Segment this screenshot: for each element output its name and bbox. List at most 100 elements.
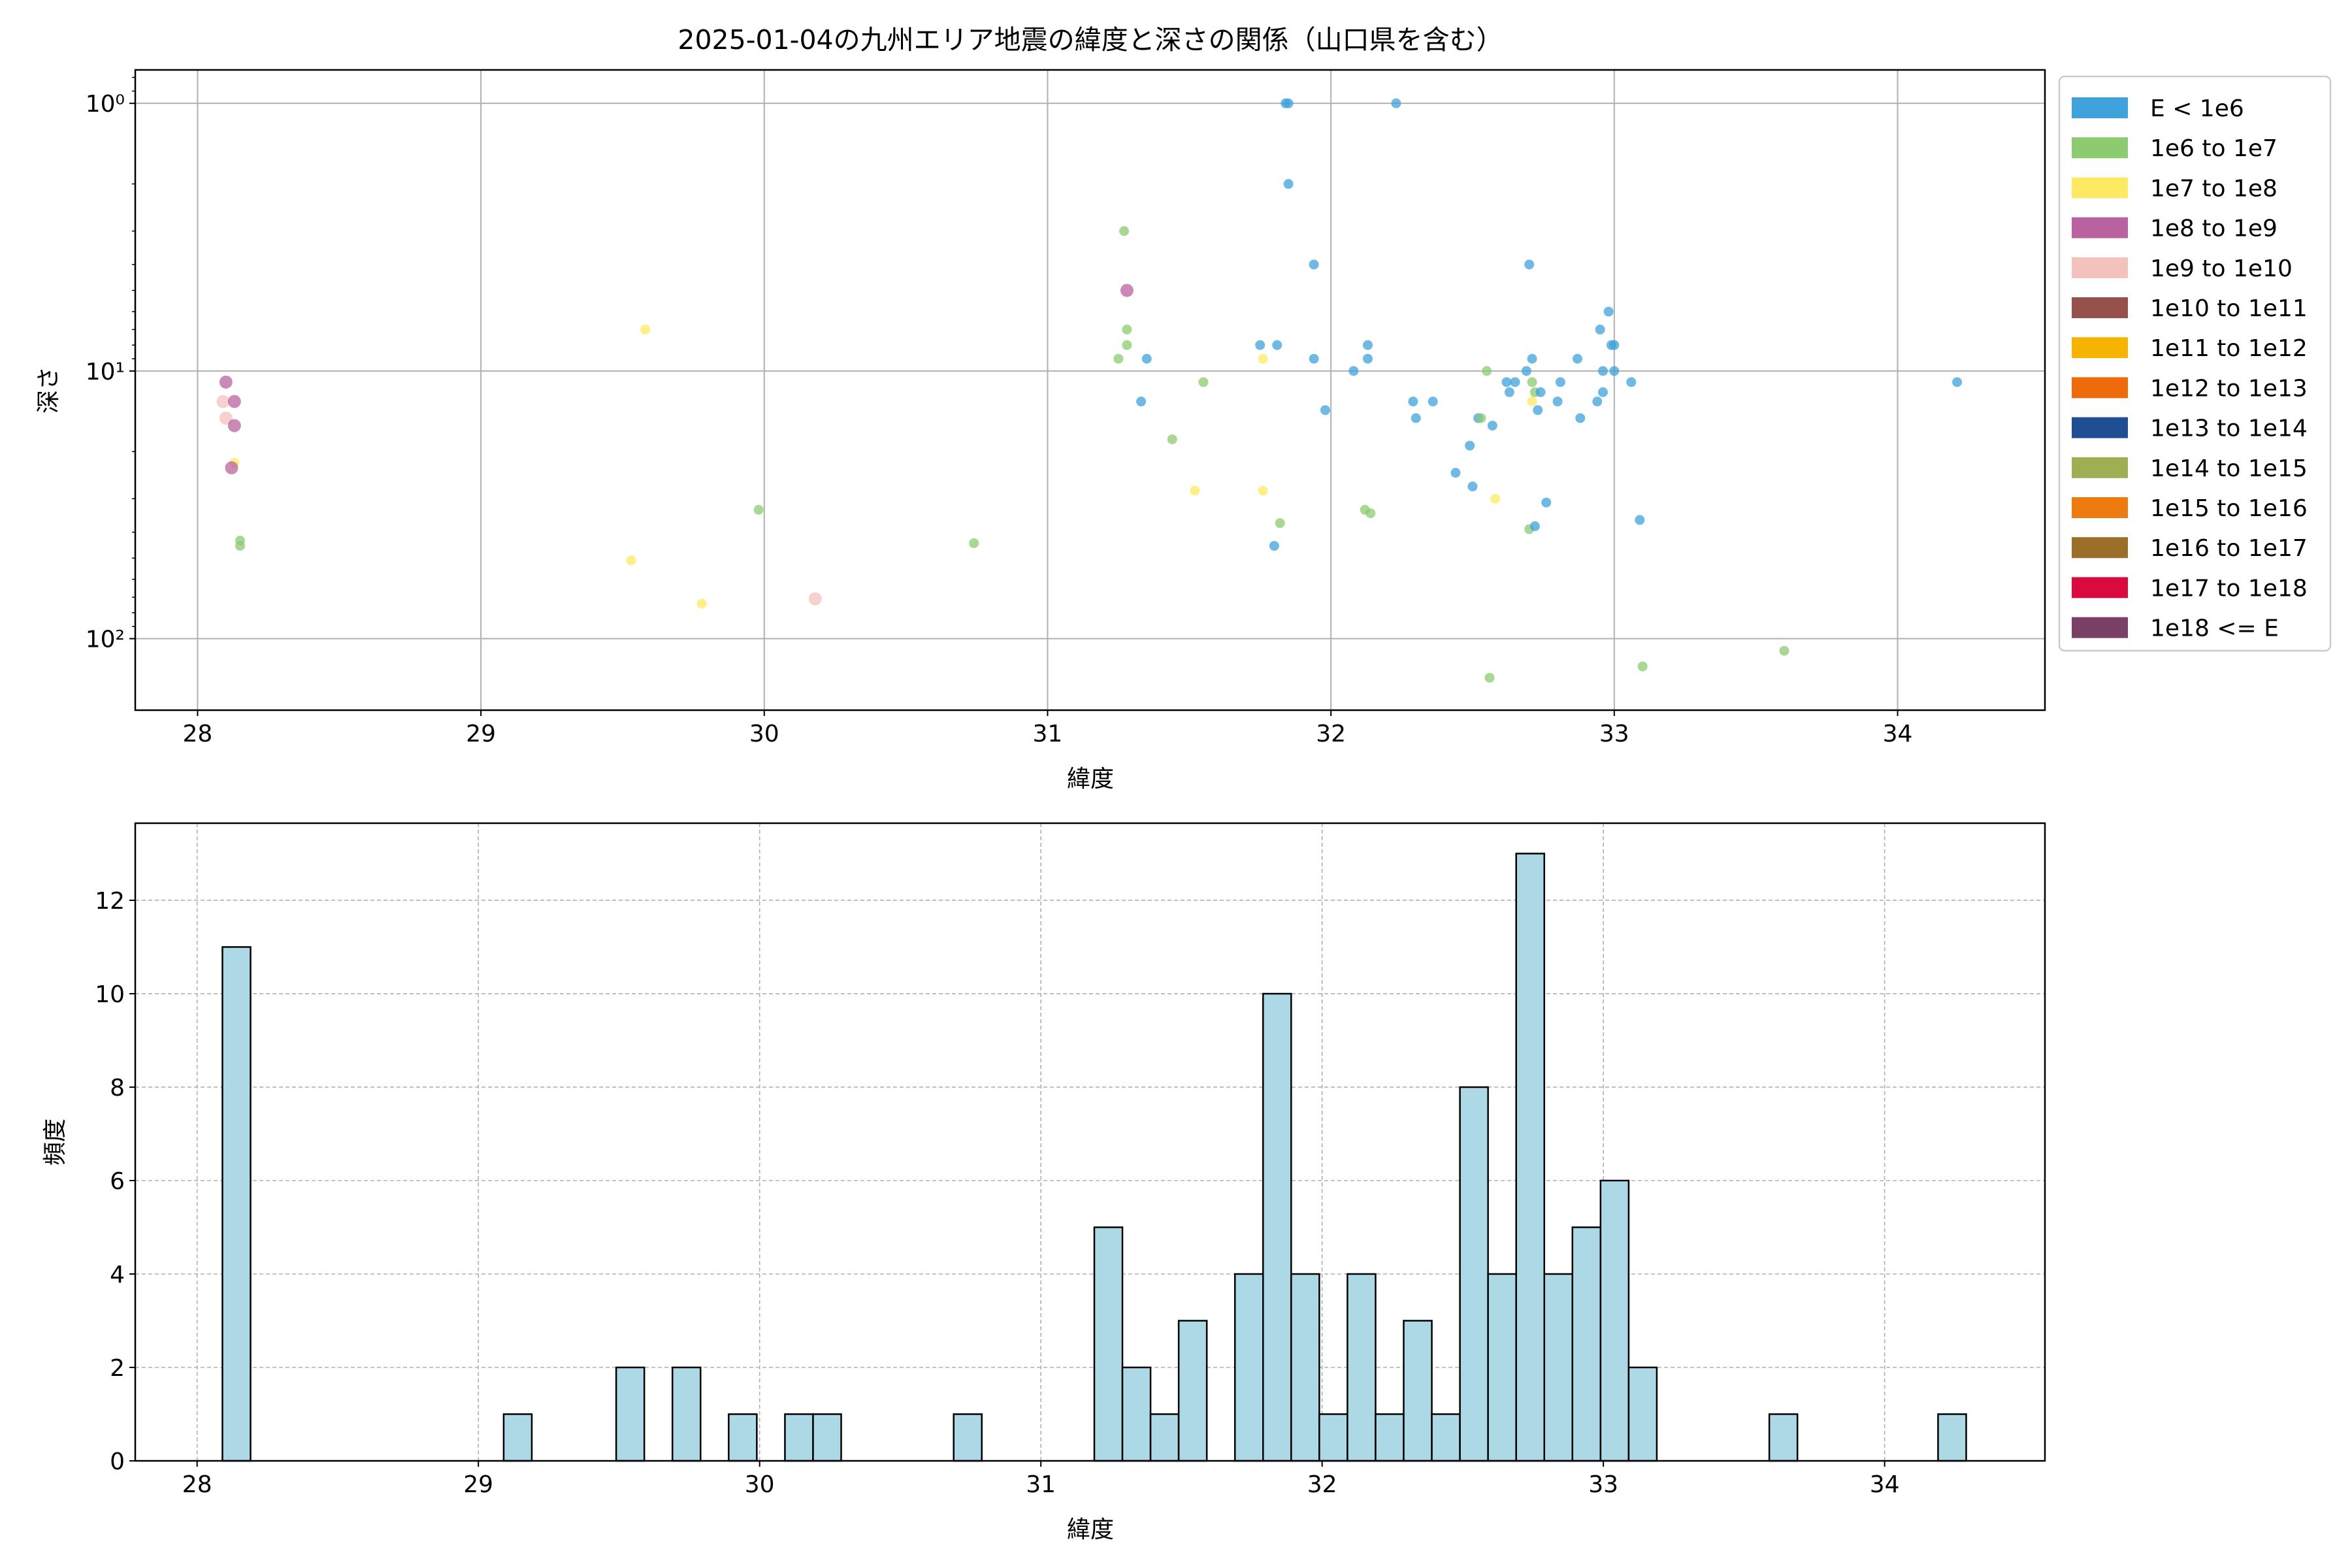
histogram-bar bbox=[1318, 1413, 1348, 1462]
scatter-point bbox=[1122, 324, 1132, 335]
scatter-point bbox=[225, 461, 238, 475]
histogram-bar bbox=[1149, 1413, 1180, 1462]
scatter-point bbox=[1609, 340, 1620, 350]
legend-frame bbox=[2058, 75, 2332, 652]
scatter-point bbox=[1391, 98, 1401, 108]
scatter-point bbox=[1467, 482, 1478, 492]
scatter-point bbox=[626, 555, 636, 566]
scatter-point bbox=[227, 395, 241, 408]
scatter-point bbox=[1533, 405, 1543, 416]
scatter-point bbox=[1501, 377, 1512, 387]
legend-label: 1e11 to 1e12 bbox=[2150, 335, 2308, 362]
scatter-point bbox=[1363, 353, 1373, 364]
scatter-point bbox=[640, 324, 651, 335]
legend-swatch bbox=[2072, 537, 2128, 559]
scatter-point bbox=[1408, 397, 1418, 407]
legend: E < 1e6 1e6 to 1e7 1e7 to 1e8 1e8 to 1e9 1e9… bbox=[2058, 75, 2332, 652]
legend-swatch bbox=[2072, 217, 2128, 238]
scatter-point bbox=[1535, 387, 1546, 397]
histogram-bar bbox=[221, 946, 252, 1462]
histogram-bar bbox=[1375, 1413, 1405, 1462]
histogram-bar bbox=[1262, 992, 1292, 1462]
scatter-y-tick-label: 10² bbox=[86, 627, 125, 653]
scatter-point bbox=[1592, 397, 1603, 407]
histogram-y-axis-label: 頻度 bbox=[42, 1119, 69, 1166]
scatter-point bbox=[1122, 340, 1132, 350]
scatter-x-tick-label: 31 bbox=[1033, 721, 1063, 747]
scatter-x-tick-label: 28 bbox=[183, 721, 213, 747]
scatter-point bbox=[1484, 672, 1495, 683]
histogram-bar bbox=[953, 1413, 983, 1462]
scatter-point bbox=[1119, 226, 1130, 237]
scatter-axes-frame bbox=[134, 69, 2046, 711]
scatter-point bbox=[1527, 397, 1537, 407]
legend-label: 1e15 to 1e16 bbox=[2150, 495, 2308, 522]
histogram-bar bbox=[812, 1413, 842, 1462]
scatter-point bbox=[1527, 353, 1537, 364]
legend-label: 1e10 to 1e11 bbox=[2150, 295, 2308, 322]
scatter-x-tick-label: 29 bbox=[466, 721, 496, 747]
legend-swatch bbox=[2072, 137, 2128, 159]
scatter-point bbox=[1555, 377, 1565, 387]
histogram-bar bbox=[1515, 853, 1545, 1462]
scatter-point bbox=[1275, 518, 1285, 529]
legend-label: 1e16 to 1e17 bbox=[2150, 535, 2308, 562]
histogram-bar bbox=[728, 1413, 758, 1462]
scatter-point bbox=[1190, 485, 1200, 496]
scatter-point bbox=[1609, 366, 1620, 376]
scatter-point bbox=[1527, 377, 1537, 387]
histogram-bar bbox=[1403, 1320, 1433, 1462]
histogram-bar bbox=[1937, 1413, 1967, 1462]
scatter-point bbox=[1255, 340, 1266, 350]
histogram-x-axis-label: 緯度 bbox=[1067, 1516, 1114, 1543]
histogram-bar bbox=[1459, 1086, 1489, 1462]
scatter-point bbox=[1552, 397, 1563, 407]
scatter-point bbox=[1283, 179, 1294, 189]
scatter-point bbox=[1428, 397, 1438, 407]
scatter-point bbox=[1635, 515, 1645, 525]
histogram-y-tick-label: 12 bbox=[95, 888, 125, 915]
scatter-point bbox=[1952, 377, 1963, 387]
scatter-point bbox=[1595, 324, 1605, 335]
scatter-point bbox=[1465, 440, 1475, 451]
scatter-y-tick-label: 10¹ bbox=[86, 359, 125, 385]
scatter-point bbox=[1272, 340, 1282, 350]
scatter-point bbox=[1476, 413, 1486, 423]
scatter-point bbox=[1490, 493, 1501, 504]
scatter-point bbox=[1309, 259, 1319, 270]
legend-swatch bbox=[2072, 337, 2128, 359]
histogram-bar bbox=[1543, 1273, 1574, 1462]
scatter-axis-ticks: 28 29 30 31 32 33 34 10⁰ 10¹ 10² bbox=[86, 76, 1913, 747]
histogram-bar bbox=[1599, 1179, 1630, 1462]
histogram-bar bbox=[1627, 1366, 1658, 1462]
scatter-point bbox=[1541, 497, 1552, 508]
histogram-bar bbox=[1093, 1226, 1124, 1462]
legend-label: 1e13 to 1e14 bbox=[2150, 416, 2308, 442]
histogram-x-tick-label: 33 bbox=[1588, 1471, 1618, 1498]
scatter-point bbox=[969, 538, 979, 548]
histogram-bar bbox=[1290, 1273, 1320, 1462]
scatter-point bbox=[1198, 377, 1209, 387]
scatter-point bbox=[1120, 284, 1134, 297]
legend-swatch bbox=[2072, 177, 2128, 199]
scatter-point bbox=[1258, 353, 1268, 364]
scatter-x-tick-label: 32 bbox=[1316, 721, 1346, 747]
legend-label: 1e14 to 1e15 bbox=[2150, 455, 2308, 482]
scatter-points bbox=[216, 98, 1963, 683]
histogram-x-tick-label: 31 bbox=[1026, 1471, 1056, 1498]
scatter-point bbox=[1597, 366, 1608, 376]
scatter-point bbox=[1626, 377, 1637, 387]
scatter-point bbox=[1779, 645, 1789, 656]
legend-swatch bbox=[2072, 577, 2128, 598]
legend-label: 1e12 to 1e13 bbox=[2150, 375, 2308, 402]
scatter-point bbox=[219, 412, 233, 425]
scatter-x-tick-label: 34 bbox=[1883, 721, 1913, 747]
scatter-point bbox=[1411, 413, 1421, 423]
scatter-point bbox=[1597, 387, 1608, 397]
scatter-point bbox=[1504, 387, 1514, 397]
scatter-point bbox=[753, 504, 764, 515]
scatter-point bbox=[1510, 377, 1520, 387]
histogram-x-tick-label: 30 bbox=[745, 1471, 775, 1498]
legend-label: 1e17 to 1e18 bbox=[2150, 575, 2308, 602]
legend-swatch bbox=[2072, 297, 2128, 318]
